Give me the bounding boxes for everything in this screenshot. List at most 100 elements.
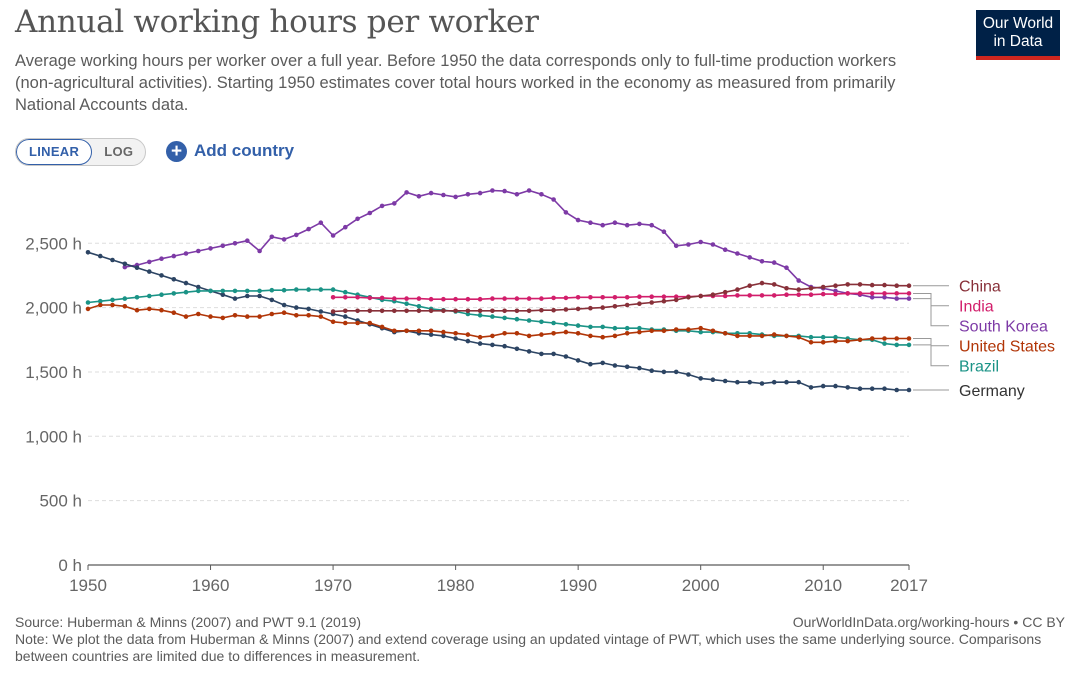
data-point xyxy=(796,334,801,340)
data-point xyxy=(820,291,826,297)
legend-connector xyxy=(913,298,949,327)
data-point xyxy=(624,364,630,370)
data-point xyxy=(441,333,446,339)
data-point xyxy=(379,295,385,301)
data-point xyxy=(453,336,458,341)
data-point xyxy=(269,311,275,317)
data-point xyxy=(612,325,618,331)
data-point xyxy=(869,386,875,392)
data-point xyxy=(722,378,728,384)
data-point xyxy=(820,334,826,340)
y-tick-label: 0 h xyxy=(58,556,82,575)
data-point xyxy=(747,333,752,339)
data-point xyxy=(171,253,177,259)
data-point xyxy=(686,372,691,377)
x-tick-label: 1960 xyxy=(192,576,230,595)
data-point xyxy=(673,243,679,249)
data-point xyxy=(539,192,544,197)
data-point xyxy=(906,283,912,289)
data-point xyxy=(673,297,679,303)
data-point xyxy=(269,287,275,293)
data-point xyxy=(147,306,152,312)
data-point xyxy=(183,314,189,319)
data-point xyxy=(869,336,875,341)
data-point xyxy=(649,328,654,334)
data-point xyxy=(441,329,446,335)
data-point xyxy=(379,324,385,330)
data-point xyxy=(514,296,520,301)
data-point xyxy=(845,385,850,390)
data-point xyxy=(257,248,262,254)
data-point xyxy=(820,383,826,389)
data-point xyxy=(575,331,581,336)
data-point xyxy=(637,221,642,227)
data-point xyxy=(465,311,471,317)
y-tick-label: 1,000 h xyxy=(25,427,82,446)
data-point xyxy=(281,310,287,316)
data-point xyxy=(453,308,458,314)
data-point xyxy=(735,287,740,292)
data-point xyxy=(600,305,605,310)
data-point xyxy=(428,190,434,196)
owid-logo[interactable]: Our World in Data xyxy=(976,10,1060,60)
data-point xyxy=(833,288,838,294)
data-point xyxy=(465,296,471,302)
data-point xyxy=(747,379,752,385)
data-point xyxy=(392,328,397,334)
data-point xyxy=(281,237,287,242)
data-point xyxy=(110,302,115,308)
data-point xyxy=(747,255,752,260)
data-point xyxy=(747,293,752,298)
data-point xyxy=(441,308,446,314)
logo-line-2: in Data xyxy=(993,33,1043,50)
data-point xyxy=(465,308,471,314)
data-point xyxy=(85,306,91,312)
data-point xyxy=(857,291,863,296)
data-point xyxy=(526,296,532,301)
data-point xyxy=(673,294,679,300)
series-label: Brazil xyxy=(959,359,999,376)
data-point xyxy=(392,296,397,301)
data-point xyxy=(686,327,691,332)
x-tick-label: 2017 xyxy=(890,576,928,595)
data-point xyxy=(343,308,348,314)
data-point xyxy=(894,296,899,301)
license-link[interactable]: OurWorldInData.org/working-hours • CC BY xyxy=(792,614,1065,630)
data-point xyxy=(747,283,752,289)
data-point xyxy=(343,289,348,295)
data-point xyxy=(882,295,887,300)
data-point xyxy=(710,292,716,298)
data-point xyxy=(759,259,765,264)
legend-connector xyxy=(913,344,949,367)
data-point xyxy=(318,220,324,225)
log-scale-button[interactable]: LOG xyxy=(104,144,134,159)
data-point xyxy=(600,324,605,330)
data-point xyxy=(649,368,654,374)
data-point xyxy=(196,248,201,254)
data-point xyxy=(526,318,532,323)
logo-line-1: Our World xyxy=(982,15,1054,32)
data-point xyxy=(306,226,311,232)
add-country-button[interactable]: + Add country xyxy=(166,138,294,164)
data-point xyxy=(612,333,618,339)
data-point xyxy=(428,332,434,337)
data-point xyxy=(428,328,434,334)
data-point xyxy=(367,295,373,301)
data-point xyxy=(441,296,446,302)
data-point xyxy=(563,322,569,327)
data-point xyxy=(343,295,348,300)
data-point xyxy=(845,291,850,296)
data-point xyxy=(220,315,226,321)
data-point xyxy=(502,188,507,194)
data-point xyxy=(196,284,201,290)
data-point xyxy=(404,308,409,314)
data-point xyxy=(220,243,226,249)
series-label: United States xyxy=(959,339,1055,356)
data-point xyxy=(526,308,532,314)
data-point xyxy=(404,328,409,334)
data-point xyxy=(355,320,360,326)
data-point xyxy=(220,288,226,294)
data-point xyxy=(759,333,765,339)
data-point xyxy=(465,192,471,197)
linear-scale-button[interactable]: LINEAR xyxy=(16,139,93,165)
